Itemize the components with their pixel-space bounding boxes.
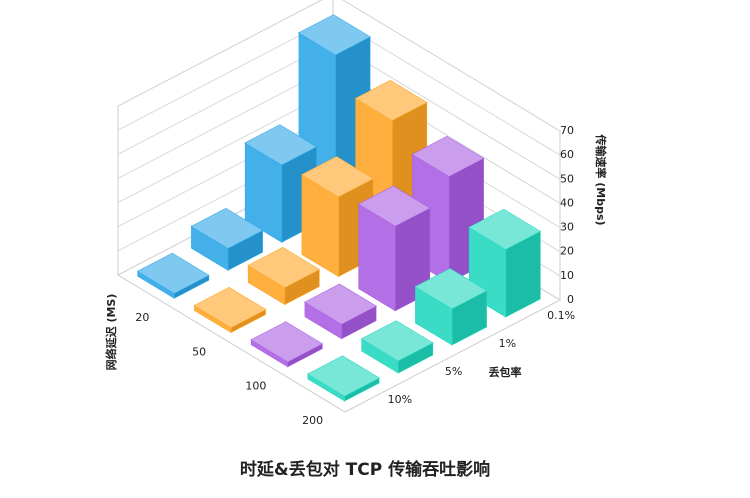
z-tick-label: 30 — [560, 221, 574, 234]
bar-side-shade — [341, 306, 376, 339]
z-tick-label: 10 — [560, 269, 574, 282]
bar-front-shade — [358, 204, 396, 311]
bar-top — [411, 135, 485, 177]
bar — [247, 247, 321, 306]
bar-front-shade — [305, 302, 342, 339]
z-tick-label: 70 — [560, 124, 574, 137]
bar-top — [301, 156, 374, 198]
bar-front-shade — [191, 226, 228, 270]
bar-top — [298, 14, 371, 56]
bar-top — [193, 287, 267, 329]
bar-top-shade — [308, 356, 379, 396]
bar-top-shade — [299, 14, 370, 55]
bar-side-shade — [284, 269, 320, 305]
bar-top — [468, 208, 542, 250]
bar-top-shade — [245, 124, 317, 165]
x-axis-label: 网络延迟 (MS) — [104, 294, 118, 371]
x-tick-label: 50 — [192, 345, 206, 358]
bar-top-shade — [305, 284, 376, 325]
bar-side-shade — [228, 230, 263, 270]
chart-title: 时延&丢包对 TCP 传输吞吐影响 — [240, 459, 490, 480]
bar-top-shade — [415, 268, 487, 309]
bar-side-shade — [398, 342, 433, 373]
bar — [414, 268, 488, 346]
bar-top — [190, 207, 264, 249]
bar-side-shade — [231, 309, 266, 333]
bar-front-shade — [415, 286, 452, 345]
bar — [360, 320, 434, 374]
bar — [193, 287, 267, 334]
z-tick-label: 20 — [560, 245, 574, 258]
y-tick-label: 5% — [445, 365, 462, 378]
z-tick-label: 60 — [560, 148, 574, 161]
z-tick-label: 0 — [567, 293, 574, 306]
y-tick-label: 1% — [499, 337, 516, 350]
bar-side-shade — [344, 378, 379, 401]
bar-front-shade — [194, 305, 231, 333]
x-tick-label: 100 — [245, 380, 266, 393]
bar — [190, 207, 264, 271]
bar-top-shade — [412, 136, 484, 177]
x-tick-label: 200 — [302, 414, 323, 427]
bar-top-shade — [302, 156, 373, 197]
bar-top-shade — [361, 320, 433, 361]
z-axis-label: 传输速率 (Mbps) — [594, 133, 608, 225]
bar-top — [414, 268, 488, 310]
bar-top — [307, 355, 380, 397]
bar — [250, 321, 324, 368]
y-axis-label: 丢包率 — [489, 365, 522, 379]
bar-front-shade — [137, 271, 175, 298]
bar-top — [250, 321, 324, 363]
bar-top-shade — [191, 208, 263, 249]
bar-top — [136, 252, 210, 294]
bar-top — [360, 320, 434, 362]
bar — [136, 252, 210, 299]
bar-side-shade — [174, 275, 209, 298]
y-tick-label: 0.1% — [547, 309, 575, 322]
bar — [307, 355, 380, 402]
bar-top-shade — [194, 287, 266, 328]
z-tick-label: 40 — [560, 196, 574, 209]
bar-top-shade — [137, 253, 209, 294]
bar-top-shade — [358, 186, 430, 226]
bar-front-shade — [308, 374, 345, 401]
z-tick-label: 50 — [560, 172, 574, 185]
bar-side-shade — [505, 231, 541, 317]
y-tick-label: 10% — [388, 393, 412, 406]
bar-front-shade — [251, 339, 288, 367]
bar-top — [304, 283, 377, 325]
bar-top — [354, 79, 428, 121]
bar-front-shade — [302, 174, 339, 277]
bar-top-shade — [248, 247, 320, 288]
bar-front-shade — [245, 142, 282, 242]
bar-front-shade — [248, 265, 285, 305]
bar-top-shade — [355, 80, 427, 121]
bar-top — [244, 124, 318, 166]
bar-front-shade — [361, 338, 399, 373]
bar-top-shade — [251, 321, 323, 362]
bar-top — [247, 247, 321, 288]
bar-side-shade — [287, 343, 323, 367]
bar-top — [357, 185, 431, 227]
bar-top-shade — [469, 209, 541, 250]
bar — [304, 283, 377, 340]
x-tick-label: 20 — [135, 311, 149, 324]
grid-line — [117, 0, 561, 132]
